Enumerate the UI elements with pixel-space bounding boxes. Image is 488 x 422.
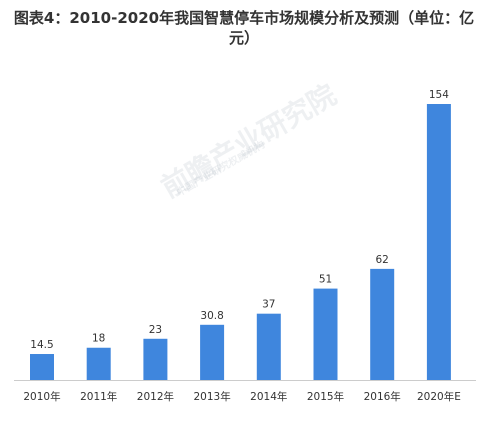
bar-1 [86, 347, 111, 380]
category-label-7: 2020年E [417, 390, 461, 403]
value-label-2: 23 [149, 324, 162, 336]
category-label-5: 2015年 [307, 390, 344, 403]
category-label-6: 2016年 [364, 390, 401, 403]
bars-group [30, 104, 451, 380]
category-label-2: 2012年 [137, 390, 174, 403]
value-label-0: 14.5 [30, 339, 53, 351]
category-label-1: 2011年 [80, 390, 117, 403]
chart-title: 图表4：2010-2020年我国智慧停车市场规模分析及预测（单位：亿元） [13, 9, 475, 47]
bar-4 [256, 313, 281, 380]
bar-6 [370, 268, 395, 380]
labels-group: 14.5 2010年 18 2011年 23 2012年 30.8 2013年 37 2014年 5… [23, 89, 460, 403]
category-label-3: 2013年 [193, 390, 230, 403]
bar-0 [30, 354, 54, 380]
bar-7 [426, 104, 451, 380]
value-label-3: 30.8 [200, 310, 223, 322]
category-label-4: 2014年 [250, 390, 287, 403]
value-label-1: 18 [92, 333, 105, 345]
value-label-5: 51 [319, 274, 332, 286]
value-label-6: 62 [376, 254, 389, 266]
category-label-0: 2010年 [23, 390, 60, 403]
value-label-7: 154 [429, 89, 449, 101]
bar-2 [143, 338, 168, 380]
bar-3 [200, 324, 225, 380]
bar-5 [313, 288, 338, 380]
value-label-4: 37 [262, 299, 275, 311]
